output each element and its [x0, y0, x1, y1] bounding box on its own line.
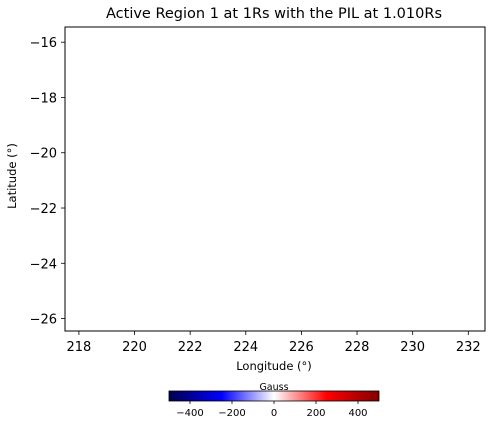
- x-tick-label: 224: [233, 340, 258, 355]
- colorbar: [168, 390, 380, 402]
- x-tick-label: 232: [456, 340, 481, 355]
- y-tick-label: −18: [30, 91, 57, 106]
- colorbar-label: Gauss: [259, 382, 288, 393]
- x-axis-label: Longitude (°): [236, 359, 312, 373]
- y-axis-ticks: −16 −18 −20 −22 −24 −26: [30, 36, 65, 328]
- x-tick-label: 226: [289, 340, 314, 355]
- colorbar-tick-label: 0: [271, 408, 277, 419]
- x-tick-label: 228: [345, 340, 370, 355]
- colorbar-tick-label: −400: [176, 408, 203, 419]
- y-tick-label: −22: [30, 202, 57, 217]
- y-tick-label: −20: [30, 147, 57, 162]
- x-tick-label: 220: [122, 340, 147, 355]
- colorbar-tick-label: −200: [218, 408, 245, 419]
- chart-title: Active Region 1 at 1Rs with the PIL at 1…: [106, 6, 442, 22]
- x-tick-label: 230: [400, 340, 425, 355]
- colorbar-tick-label: 400: [348, 408, 367, 419]
- x-tick-label: 222: [178, 340, 203, 355]
- plot-area: [64, 26, 486, 332]
- colorbar-ticks: −400 −200 0 200 400: [176, 401, 368, 419]
- x-tick-label: 218: [66, 340, 91, 355]
- y-tick-label: −24: [30, 257, 57, 272]
- colorbar-tick-label: 200: [306, 408, 325, 419]
- y-axis-label: Latitude (°): [5, 143, 19, 209]
- y-tick-label: −16: [30, 36, 57, 51]
- x-axis-ticks: 218 220 222 224 226 228 230 232: [66, 331, 481, 355]
- y-tick-label: −26: [30, 313, 57, 328]
